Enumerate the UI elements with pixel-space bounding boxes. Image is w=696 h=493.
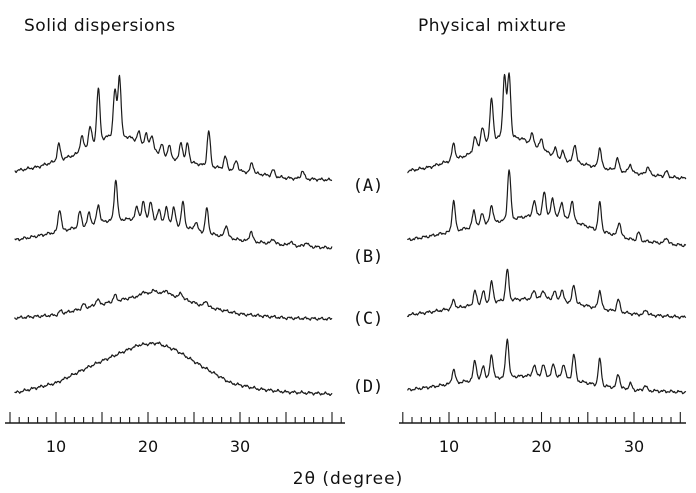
panel-title-solid-dispersions: Solid dispersions <box>24 16 176 36</box>
curve-label-a: (A) <box>353 176 384 196</box>
x-tick-label: 20 <box>138 437 158 456</box>
xrd-trace-physical-mixture-a <box>407 72 687 180</box>
x-tick-label: 30 <box>230 437 250 456</box>
xrd-trace-physical-mixture-c <box>406 268 687 320</box>
xrd-trace-solid-dispersion-b <box>14 179 333 250</box>
xrd-trace-solid-dispersion-c <box>14 288 333 321</box>
curve-label-b: (B) <box>353 247 384 267</box>
x-tick-label: 20 <box>531 437 551 456</box>
xrd-trace-solid-dispersion-a <box>14 74 333 182</box>
x-axis-label: 2θ (degree) <box>293 469 403 489</box>
xrd-trace-solid-dispersion-d <box>14 341 333 396</box>
curve-label-d: (D) <box>353 377 384 397</box>
plot-layer: 10 20 30 10 20 30 <box>5 72 687 456</box>
x-tick-label: 10 <box>439 437 459 456</box>
xrd-trace-physical-mixture-d <box>407 338 687 395</box>
x-tick-label: 10 <box>46 437 66 456</box>
xrd-trace-physical-mixture-b <box>406 169 687 248</box>
x-tick-label: 30 <box>624 437 644 456</box>
panel-title-physical-mixture: Physical mixture <box>418 16 566 36</box>
curve-label-c: (C) <box>353 309 384 329</box>
